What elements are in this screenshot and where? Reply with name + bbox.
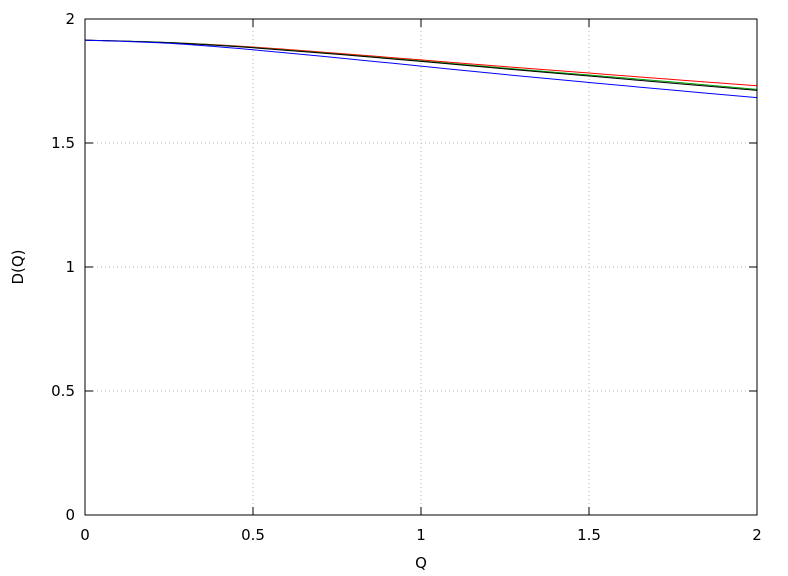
- y-tick-label: 0.5: [51, 382, 75, 400]
- x-tick-label: 1.5: [577, 526, 601, 544]
- x-tick-label: 2: [752, 526, 762, 544]
- y-tick-label: 1: [65, 258, 75, 276]
- y-tick-labels: 0 0.5 1 1.5 2: [51, 10, 75, 524]
- y-tick-label: 2: [65, 10, 75, 28]
- axis-ticks: [84, 18, 758, 516]
- x-tick-label: 0: [80, 526, 90, 544]
- x-tick-label: 1: [416, 526, 426, 544]
- y-axis-label: D(Q): [9, 249, 27, 284]
- y-tick-label: 1.5: [51, 134, 75, 152]
- x-tick-label: 0.5: [241, 526, 265, 544]
- x-tick-labels: 0 0.5 1 1.5 2: [80, 526, 762, 544]
- y-tick-label: 0: [65, 506, 75, 524]
- series-lines: [84, 39, 758, 99]
- series-line-3: [84, 39, 758, 91]
- grid-lines: [85, 19, 757, 515]
- x-axis-label: Q: [415, 554, 427, 572]
- series-line-4: [84, 39, 758, 99]
